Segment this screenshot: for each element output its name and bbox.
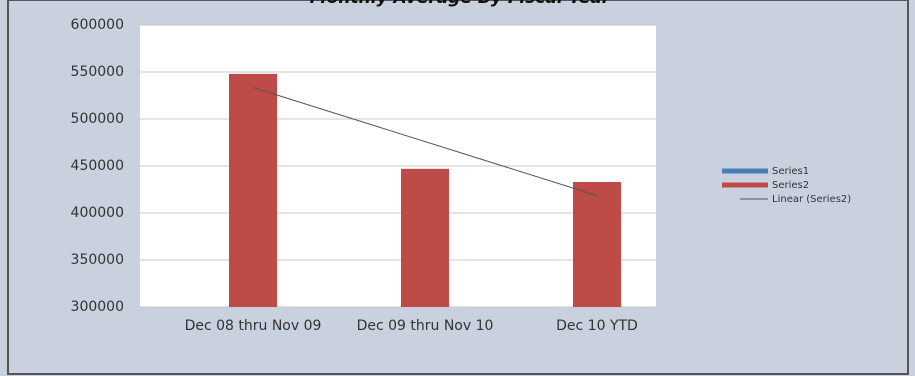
bar — [401, 168, 449, 307]
x-tick-label: Dec 09 thru Nov 10 — [356, 318, 494, 334]
x-tick-label-box: Dec 10 YTD — [556, 318, 638, 334]
frame — [7, 0, 909, 375]
y-tick-label: 400000 — [71, 205, 124, 221]
x-tick-label-box: Dec 08 thru Nov 09 — [184, 318, 322, 334]
bar — [229, 73, 277, 307]
x-tick-label: Dec 08 thru Nov 09 — [184, 318, 322, 334]
y-tick-label: 300000 — [71, 299, 124, 315]
y-tick-label: 500000 — [71, 111, 124, 127]
x-tick-label-box: Dec 09 thru Nov 10 — [356, 318, 494, 334]
legend-swatch — [722, 168, 768, 174]
legend-swatch — [722, 182, 768, 188]
y-tick-label: 450000 — [71, 158, 124, 174]
chart-title: Monthly Average By Fiscal Year — [310, 0, 612, 8]
x-tick-label: Dec 10 YTD — [556, 318, 638, 334]
y-tick-label: 350000 — [71, 252, 124, 268]
y-tick-label: 600000 — [71, 17, 124, 33]
legend-label: Series2 — [772, 180, 809, 191]
trendline — [252, 87, 598, 197]
legend-label: Linear (Series2) — [772, 194, 851, 205]
y-tick-label: 550000 — [71, 64, 124, 80]
bar — [573, 181, 621, 307]
legend-label: Series1 — [772, 166, 809, 177]
